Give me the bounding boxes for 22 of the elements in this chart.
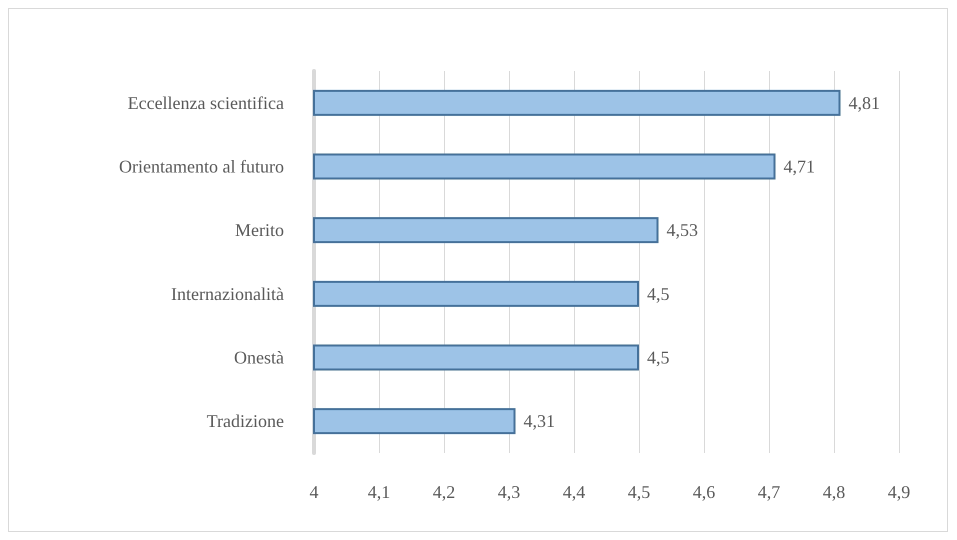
x-tick-label: 4,1 — [368, 482, 390, 502]
y-tick-label: Onestà — [234, 348, 284, 368]
x-tick-label: 4,7 — [758, 482, 780, 502]
y-tick-label: Orientamento al futuro — [119, 156, 284, 176]
data-label: 4,5 — [647, 284, 670, 304]
x-tick-label: 4 — [310, 482, 318, 502]
x-tick-label: 4,4 — [562, 482, 586, 502]
y-tick-label: Internazionalità — [171, 284, 284, 304]
data-label: 4,81 — [848, 92, 880, 113]
x-tick-label: 4,9 — [888, 482, 910, 502]
x-tick-label: 4,5 — [628, 482, 650, 502]
data-label: 4,5 — [647, 348, 670, 368]
x-tick-label: 4,8 — [822, 482, 846, 502]
data-label: 4,31 — [524, 411, 555, 432]
x-tick-label: 4,6 — [692, 482, 716, 502]
x-tick-label: 4,3 — [498, 482, 520, 502]
x-tick-label: 4,2 — [432, 482, 456, 502]
y-tick-label: Tradizione — [206, 411, 284, 432]
y-tick-label: Eccellenza scientifica — [128, 92, 284, 113]
data-label: 4,71 — [784, 156, 815, 176]
y-tick-label: Merito — [235, 220, 284, 240]
data-label: 4,53 — [666, 220, 698, 240]
